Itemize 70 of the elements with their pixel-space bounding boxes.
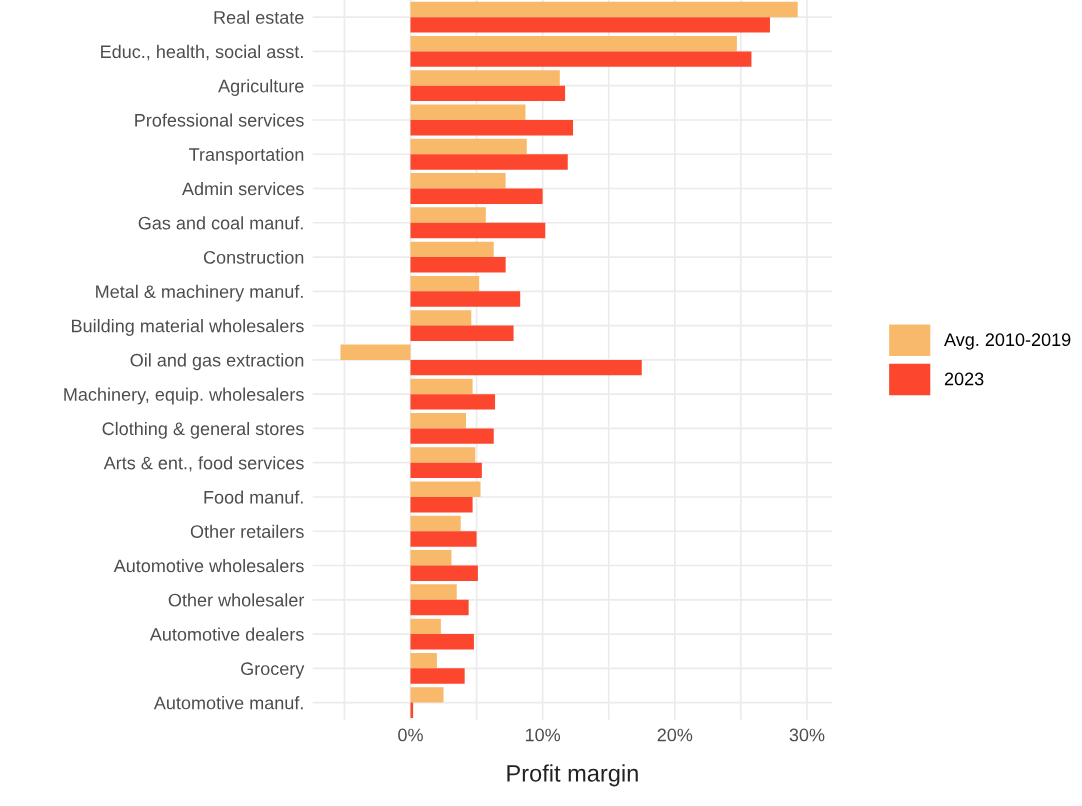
bar	[410, 634, 474, 650]
bar	[410, 413, 466, 429]
bar	[410, 599, 469, 616]
y-tick-label: Other wholesaler	[168, 593, 305, 607]
bar	[410, 188, 543, 204]
y-tick-label: Arts & ent., food services	[103, 456, 304, 472]
x-tick-label: 0%	[398, 728, 423, 742]
y-tick-label: Automotive wholesalers	[113, 558, 304, 573]
bar	[410, 652, 437, 669]
bar	[410, 104, 526, 120]
bar	[410, 138, 527, 155]
bar	[410, 428, 494, 444]
bar	[410, 496, 473, 513]
y-tick-label: Automotive dealers	[149, 627, 304, 641]
bar	[410, 257, 506, 273]
bar	[340, 344, 411, 360]
bar	[410, 51, 752, 67]
bar	[410, 70, 560, 86]
x-tick-label: 10%	[525, 728, 561, 742]
bar	[410, 584, 457, 600]
bar	[410, 85, 566, 102]
bar	[410, 173, 506, 189]
bar	[410, 325, 514, 342]
bar	[410, 565, 478, 581]
x-axis-title: Profit margin	[507, 764, 638, 787]
y-tick-label: Agriculture	[218, 79, 304, 96]
y-tick-label: Construction	[203, 250, 304, 264]
y-tick-label: Automotive manuf.	[153, 696, 303, 710]
bar	[410, 119, 574, 136]
x-tick-label: 20%	[657, 728, 693, 742]
y-tick-label: Admin services	[181, 181, 304, 196]
bar	[410, 241, 494, 258]
y-tick-label: Gas and coal manuf.	[138, 216, 303, 230]
bar	[410, 275, 480, 292]
y-tick-label: Machinery, equip. wholesalers	[64, 387, 304, 405]
bar	[410, 481, 481, 497]
bar	[410, 702, 414, 719]
bar	[410, 394, 496, 410]
bar	[410, 222, 546, 239]
legend-label: Avg. 2010-2019	[944, 333, 1071, 350]
y-tick-label: Educ., health, social asst.	[101, 44, 303, 61]
bar	[410, 291, 521, 307]
y-tick-label: Oil and gas extraction	[130, 353, 304, 371]
bar	[410, 550, 452, 566]
y-tick-label: Other retailers	[190, 524, 304, 538]
bar	[410, 359, 642, 376]
y-tick-label: Building material wholesalers	[72, 319, 304, 336]
bar	[410, 310, 472, 326]
y-tick-label: Clothing & general stores	[102, 421, 304, 439]
bar	[410, 515, 461, 532]
bar	[410, 35, 737, 52]
bar	[410, 687, 444, 703]
x-tick-label: 30%	[789, 728, 825, 742]
bar	[410, 462, 482, 479]
bar	[410, 1, 798, 18]
bar	[410, 154, 568, 170]
legend-label: 2023	[944, 372, 984, 386]
bar	[410, 17, 770, 33]
y-tick-label: Real estate	[214, 10, 304, 24]
y-tick-label: Food manuf.	[204, 490, 303, 504]
bar	[410, 531, 477, 547]
y-tick-label: Grocery	[241, 662, 305, 679]
bar	[410, 618, 441, 635]
bar	[410, 378, 473, 395]
bar	[410, 207, 486, 223]
y-tick-label: Transportation	[189, 147, 304, 165]
y-tick-label: Professional services	[135, 113, 304, 127]
bar	[410, 447, 476, 463]
bar	[410, 668, 465, 684]
y-tick-label: Metal & machinery manuf.	[96, 284, 303, 302]
